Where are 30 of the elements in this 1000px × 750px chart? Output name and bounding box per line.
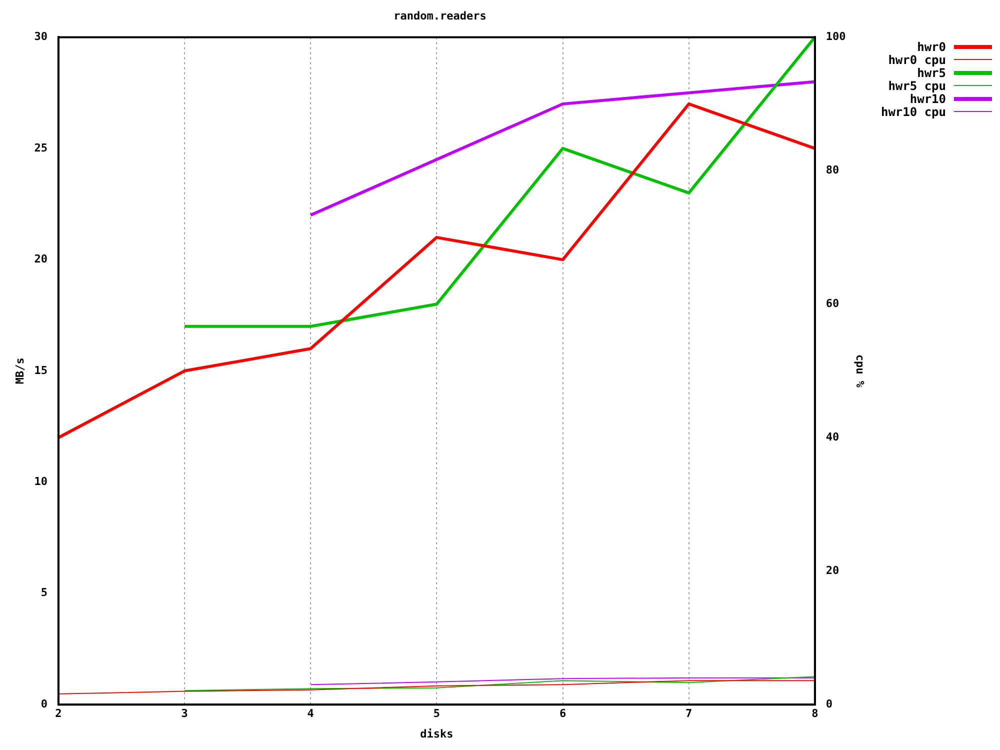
legend-label: hwr5 <box>917 66 946 80</box>
x-axis-title: disks <box>420 727 454 740</box>
x-tick-label: 6 <box>559 707 566 720</box>
x-tick-label: 7 <box>686 707 692 720</box>
y-tick-label: 20 <box>34 252 48 266</box>
legend-label: hwr0 <box>917 40 946 54</box>
y2-axis-title: cpu % <box>854 354 867 388</box>
legend-label: hwr10 cpu <box>880 104 946 118</box>
y-tick-label: 15 <box>34 364 48 377</box>
chart-title: random.readers <box>394 9 486 22</box>
y2-tick-label: 20 <box>826 564 840 577</box>
legend-label: hwr10 <box>910 92 946 106</box>
y-tick-label: 30 <box>34 30 48 44</box>
y-tick-label: 0 <box>40 697 48 710</box>
x-tick-label: 5 <box>433 707 440 720</box>
legend-label: hwr0 cpu <box>888 52 946 66</box>
x-tick-label: 2 <box>55 707 62 720</box>
y2-tick-label: 100 <box>826 30 846 44</box>
x-tick-label: 4 <box>307 707 314 720</box>
y-tick-label: 25 <box>34 141 48 154</box>
x-tick-label: 3 <box>181 707 188 720</box>
y2-tick-label: 80 <box>826 164 840 177</box>
y-tick-label: 10 <box>34 474 48 488</box>
y-axis-title: MB/s <box>13 358 26 384</box>
y2-tick-label: 40 <box>826 430 840 444</box>
y-tick-label: 5 <box>40 586 48 600</box>
legend-label: hwr5 cpu <box>888 78 946 92</box>
y2-tick-label: 0 <box>826 697 833 710</box>
x-tick-label: 8 <box>812 707 818 720</box>
y2-tick-label: 60 <box>826 297 840 310</box>
